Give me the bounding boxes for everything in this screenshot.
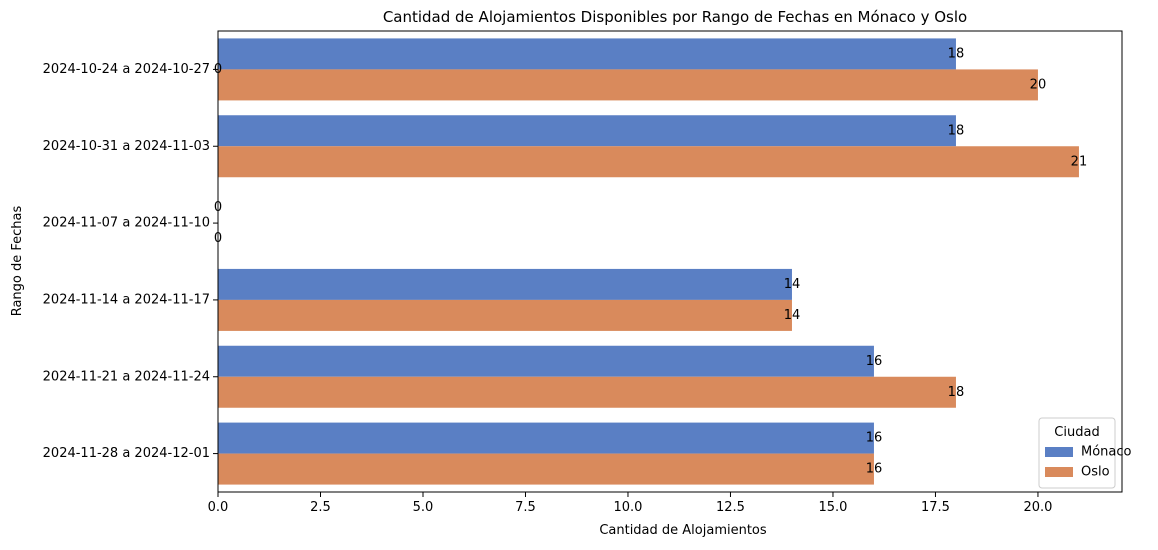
legend-label-oslo: Oslo	[1081, 465, 1110, 480]
bar-mónaco	[218, 422, 874, 454]
data-label: 21	[1071, 154, 1088, 169]
data-label: 18	[948, 46, 965, 61]
y-tick-label: 2024-10-24 a 2024-10-27	[43, 62, 210, 77]
y-tick-label: 2024-11-28 a 2024-12-01	[43, 446, 210, 461]
y-tick-label: 2024-11-21 a 2024-11-24	[43, 369, 210, 384]
data-label: 14	[784, 277, 801, 292]
plot-area: 18 20 2024-10-24 a 2024-10-27 18 21 2024-10-3…	[43, 30, 1123, 515]
legend-title: Ciudad	[1054, 425, 1099, 440]
data-label: 18	[948, 123, 965, 138]
legend: Ciudad Mónaco Oslo	[1038, 417, 1132, 489]
bar-oslo	[218, 453, 874, 485]
x-tick-label: 15.0	[818, 500, 847, 515]
data-label: 16	[866, 462, 883, 477]
y-tick-label: 2024-10-31 a 2024-11-03	[43, 139, 210, 154]
data-label: 14	[784, 308, 801, 323]
x-axis-label: Cantidad de Alojamientos	[599, 523, 767, 538]
plot-frame	[217, 30, 1123, 493]
legend-swatch-oslo	[1045, 467, 1073, 477]
x-tick-label: 20.0	[1023, 500, 1052, 515]
bar-oslo	[218, 376, 956, 408]
bar-mónaco	[218, 345, 874, 377]
bar-oslo	[218, 69, 1038, 101]
y-tick-label: 2024-11-07 a 2024-11-10	[43, 216, 210, 231]
bar-mónaco	[218, 268, 792, 300]
x-tick-label: 12.5	[716, 500, 745, 515]
x-tick-label: 0.0	[208, 500, 229, 515]
bar-oslo	[218, 146, 1079, 178]
y-axis-label: Rango de Fechas	[10, 205, 25, 316]
data-label: 20	[1030, 77, 1047, 92]
bar-mónaco	[218, 38, 956, 70]
data-label: 16	[866, 354, 883, 369]
chart-title: Cantidad de Alojamientos Disponibles por…	[383, 8, 967, 26]
bar-mónaco	[218, 115, 956, 147]
bar-oslo	[218, 299, 792, 331]
data-label: 18	[948, 385, 965, 400]
x-tick-label: 10.0	[614, 500, 643, 515]
y-tick-label: 2024-11-14 a 2024-11-17	[43, 292, 210, 307]
x-tick-label: 5.0	[413, 500, 434, 515]
data-label: 16	[866, 431, 883, 446]
legend-swatch-mónaco	[1045, 447, 1073, 457]
x-tick-label: 2.5	[310, 500, 331, 515]
x-tick-label: 17.5	[921, 500, 950, 515]
legend-label-mónaco: Mónaco	[1081, 445, 1132, 460]
x-tick-label: 7.5	[515, 500, 536, 515]
